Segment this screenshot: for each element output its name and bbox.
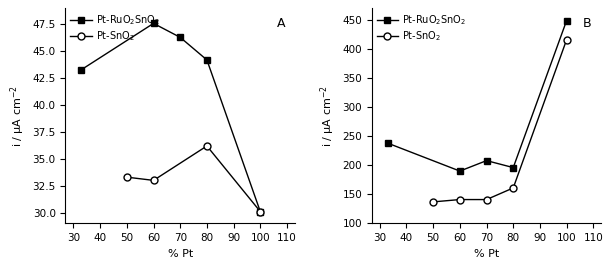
X-axis label: % Pt: % Pt [168, 249, 193, 259]
Pt-SnO$_2$ [510, 186, 517, 190]
Pt-RuO$_2$SnO$_2$ [563, 19, 570, 22]
Pt-RuO$_2$SnO$_2$ [203, 58, 211, 62]
Legend: Pt-RuO$_2$SnO$_2$, Pt-SnO$_2$: Pt-RuO$_2$SnO$_2$, Pt-SnO$_2$ [69, 11, 162, 45]
Text: B: B [583, 17, 592, 30]
Pt-RuO$_2$SnO$_2$ [150, 22, 157, 25]
Y-axis label: i / μA cm$^{-2}$: i / μA cm$^{-2}$ [318, 85, 337, 147]
Pt-SnO$_2$ [123, 175, 130, 179]
Pt-SnO$_2$ [203, 144, 211, 148]
X-axis label: % Pt: % Pt [474, 249, 499, 259]
Pt-SnO$_2$ [563, 38, 570, 41]
Pt-RuO$_2$SnO$_2$ [384, 142, 392, 145]
Pt-SnO$_2$ [430, 200, 437, 203]
Line: Pt-RuO$_2$SnO$_2$: Pt-RuO$_2$SnO$_2$ [78, 20, 264, 215]
Pt-SnO$_2$ [483, 198, 490, 201]
Pt-SnO$_2$ [256, 210, 264, 213]
Line: Pt-SnO$_2$: Pt-SnO$_2$ [124, 143, 264, 215]
Legend: Pt-RuO$_2$SnO$_2$, Pt-SnO$_2$: Pt-RuO$_2$SnO$_2$, Pt-SnO$_2$ [375, 11, 468, 45]
Y-axis label: i / μA cm$^{-2}$: i / μA cm$^{-2}$ [9, 85, 27, 147]
Pt-RuO$_2$SnO$_2$ [78, 68, 85, 71]
Line: Pt-RuO$_2$SnO$_2$: Pt-RuO$_2$SnO$_2$ [384, 17, 570, 175]
Pt-RuO$_2$SnO$_2$ [176, 36, 184, 39]
Pt-RuO$_2$SnO$_2$ [256, 210, 264, 213]
Pt-SnO$_2$ [456, 198, 463, 201]
Pt-RuO$_2$SnO$_2$ [483, 159, 490, 162]
Pt-RuO$_2$SnO$_2$ [510, 166, 517, 169]
Line: Pt-SnO$_2$: Pt-SnO$_2$ [430, 36, 570, 205]
Text: A: A [277, 17, 285, 30]
Pt-SnO$_2$ [150, 179, 157, 182]
Pt-RuO$_2$SnO$_2$ [456, 170, 463, 173]
